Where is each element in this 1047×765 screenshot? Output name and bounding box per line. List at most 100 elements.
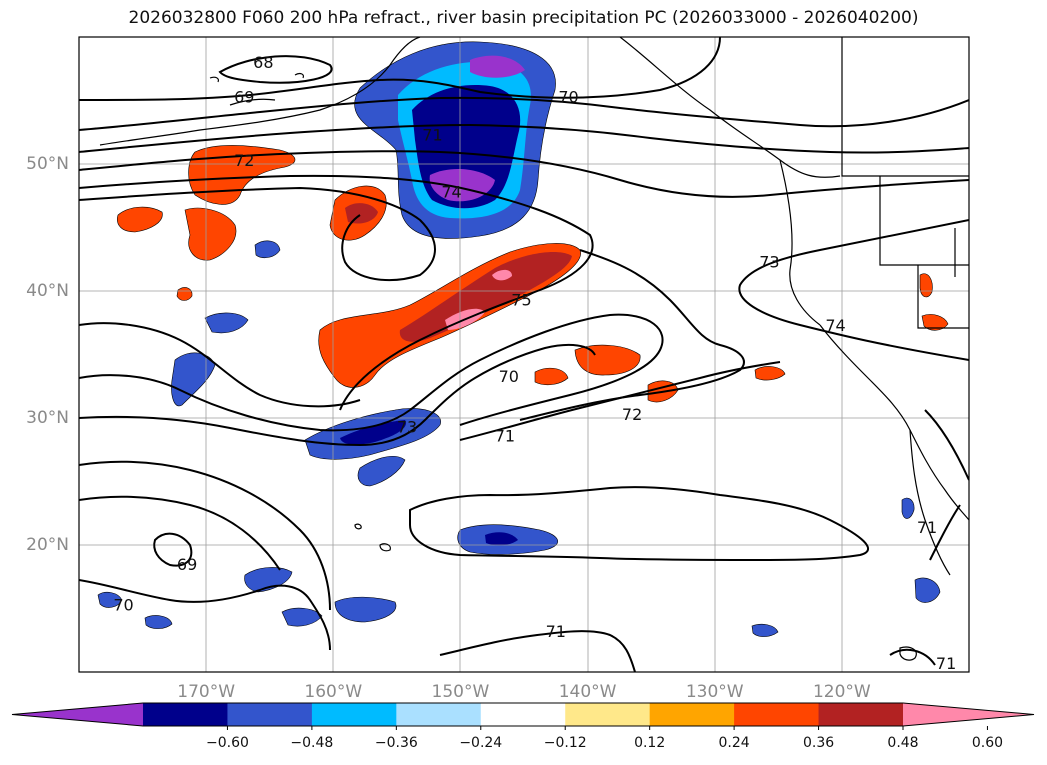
contour-72b (79, 322, 361, 408)
contour-label: 71 (936, 654, 956, 673)
map-frame (78, 36, 970, 673)
us-west-coast (819, 324, 969, 521)
colorbar-segment (311, 703, 397, 726)
hawaii1 (379, 543, 391, 552)
refractivity-contours (79, 37, 969, 672)
colorbar-segment (143, 703, 228, 726)
neg-region-w3 (254, 240, 281, 259)
colorbar-extend-high (903, 703, 1034, 726)
colorbar-tick-label: 0.36 (803, 735, 834, 751)
contour-70d (79, 495, 281, 571)
neg-region-w1 (171, 352, 216, 407)
contour-label: 73 (759, 253, 779, 272)
lat-tick-label: 40°N (26, 281, 69, 301)
neg-region-30n-core (340, 420, 406, 445)
se-island (899, 646, 917, 661)
contour-70c (79, 579, 331, 651)
contour-70 (79, 96, 969, 131)
contour-label: 71 (546, 622, 566, 641)
pos-region-74-core (345, 203, 378, 224)
pos-region-east2 (921, 314, 949, 331)
colorbar-tick-label: 0.24 (719, 735, 750, 751)
pos-region-mid1 (574, 344, 641, 376)
precip-filled-regions (97, 41, 949, 637)
baja (909, 429, 951, 576)
contour-72 (79, 150, 969, 198)
lon-tick-label: 160°W (304, 682, 362, 702)
contour-label: 73 (397, 418, 417, 437)
hawaii2 (354, 523, 362, 530)
neg-region-30n-b (357, 456, 406, 487)
contour-label: 74 (825, 316, 845, 335)
colorbar-tick-label: 0.60 (972, 735, 1003, 751)
colorbar-tick-label: −0.48 (290, 735, 333, 751)
colorbar-tick-label: −0.36 (375, 735, 418, 751)
contour-71 (79, 123, 969, 154)
pos-region-tiny (176, 287, 193, 301)
aleutian2 (294, 72, 305, 79)
contour-71b (79, 313, 664, 432)
pos-region-west2 (184, 207, 237, 261)
lon-tick-label: 120°W (813, 682, 871, 702)
neg-region-w2 (204, 312, 249, 334)
colorbar-outline (11, 702, 1035, 727)
pos-region-mid4 (754, 366, 786, 381)
colorbar-tick-label: −0.12 (544, 735, 587, 751)
contour-71e (924, 409, 969, 481)
colorbar-segment (734, 703, 820, 726)
contour-label: 69 (234, 87, 254, 106)
contour-71d (439, 630, 636, 672)
neg-region-sw3 (281, 607, 323, 627)
neg-region-e2 (901, 497, 915, 519)
colorbar-segment (480, 703, 566, 726)
us-state-border2 (917, 265, 969, 329)
neg-region-north-peak2 (470, 55, 525, 78)
contour-label: 72 (234, 151, 254, 170)
colorbar: −0.60 −0.48 −0.36 −0.24 −0.12 0.12 0.24 0.36 0.4… (11, 702, 1035, 751)
contour-69 (79, 37, 721, 101)
lon-tick-label: 130°W (686, 682, 744, 702)
map-title: 2026032800 F060 200 hPa refract., river … (128, 8, 919, 28)
contour-label: 70 (558, 87, 578, 106)
coastlines (99, 37, 969, 661)
alaska-coast (99, 37, 421, 146)
contour-74 (79, 186, 436, 282)
pos-region-river-core (399, 252, 572, 342)
lat-tick-label: 50°N (26, 154, 69, 174)
colorbar-tick-label: 0.12 (634, 735, 665, 751)
contour-71g (889, 648, 936, 666)
contour-label: 71 (917, 518, 937, 537)
contour-69c (79, 460, 331, 611)
contour-71f (929, 504, 961, 561)
neg-region-20n-core (485, 532, 518, 546)
contour-label: 75 (511, 291, 531, 310)
latitude-labels: 20°N 30°N 40°N 50°N (26, 154, 69, 555)
neg-region-sw2 (334, 596, 397, 623)
colorbar-tick-label: 0.48 (887, 735, 918, 751)
colorbar-segment (649, 703, 735, 726)
alaska-panhandle (619, 37, 841, 178)
neg-region-sw4 (97, 591, 123, 608)
colorbar-extend-low (12, 703, 143, 726)
pos-region-small-w (117, 206, 163, 233)
colorbar-segment (818, 703, 904, 726)
contour-label: 72 (622, 405, 642, 424)
contour-label: 70 (113, 595, 133, 614)
neg-region-e3 (751, 623, 779, 637)
longitude-labels: 170°W 160°W 150°W 140°W 130°W 120°W (177, 682, 871, 702)
neg-region-sw5 (144, 615, 173, 629)
lon-tick-label: 140°W (559, 682, 617, 702)
aleutian1 (209, 76, 220, 83)
neg-region-north-peak (429, 168, 495, 202)
colorbar-tick-label: −0.60 (206, 735, 249, 751)
contour-69b (153, 532, 193, 567)
lon-tick-label: 170°W (177, 682, 235, 702)
contour-70b (79, 343, 596, 447)
colorbar-segment (396, 703, 482, 726)
contour-label: 71 (495, 427, 515, 446)
gridlines (79, 37, 969, 672)
contour-label: 70 (499, 367, 519, 386)
lat-tick-label: 30°N (26, 408, 69, 428)
us-state-border1 (879, 176, 969, 266)
